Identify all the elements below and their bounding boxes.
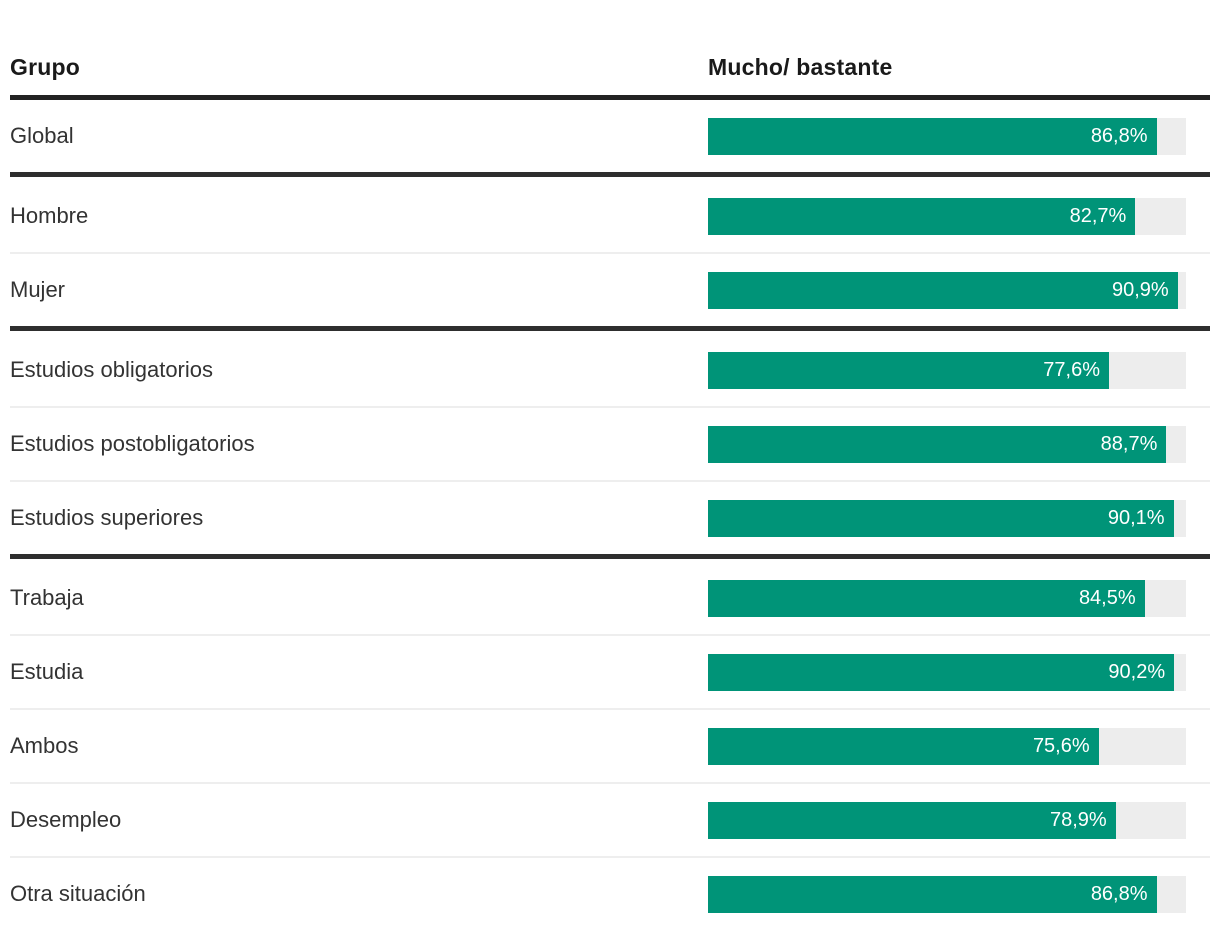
- bar-track: 90,2%: [708, 653, 1186, 691]
- bar-track: 75,6%: [708, 727, 1186, 765]
- row-label: Estudios superiores: [10, 505, 204, 530]
- bar-fill: 88,7%: [708, 425, 1167, 463]
- column-header-mucho-bastante: Mucho/ bastante: [708, 54, 893, 80]
- bar-track: 82,7%: [708, 197, 1186, 235]
- row-label: Otra situación: [10, 881, 146, 906]
- bar-value-label: 88,7%: [1100, 432, 1158, 455]
- row-group: Hombre 82,7% Mujer 90,9%: [10, 180, 1210, 331]
- row-group: Trabaja 84,5% Estudia 90,2% Ambos 75,6% …: [10, 562, 1210, 930]
- bar-value-label: 75,6%: [1032, 734, 1090, 757]
- row-label: Hombre: [10, 203, 89, 228]
- bar-value-label: 90,9%: [1112, 278, 1169, 301]
- table-row: Global 86,8%: [10, 100, 1210, 177]
- row-label: Estudios obligatorios: [10, 357, 214, 382]
- bar-fill: 75,6%: [708, 727, 1099, 765]
- bar-fill: 82,7%: [708, 197, 1136, 235]
- bar-track: 86,8%: [708, 875, 1186, 913]
- table: Grupo Mucho/ bastante Global 86,8% Hombr…: [10, 0, 1210, 930]
- table-body: Global 86,8% Hombre 82,7% Mujer 90,9% Es…: [10, 100, 1210, 930]
- column-header-grupo: Grupo: [10, 54, 80, 80]
- row-label: Ambos: [10, 733, 79, 758]
- bar-value-label: 78,9%: [1050, 808, 1107, 831]
- table-row: Estudios superiores 90,1%: [10, 482, 1210, 559]
- bar-value-label: 86,8%: [1090, 882, 1148, 905]
- row-label: Desempleo: [10, 807, 122, 832]
- bar-fill: 90,9%: [708, 271, 1178, 309]
- row-label: Trabaja: [10, 585, 84, 610]
- table-row: Estudios obligatorios 77,6%: [10, 334, 1210, 408]
- bar-track: 78,9%: [708, 801, 1186, 839]
- table-row: Otra situación 86,8%: [10, 858, 1210, 930]
- bar-track: 88,7%: [708, 425, 1186, 463]
- bar-fill: 90,2%: [708, 653, 1175, 691]
- table-row: Hombre 82,7%: [10, 180, 1210, 254]
- bar-value-label: 77,6%: [1043, 358, 1100, 381]
- row-label: Mujer: [10, 277, 66, 302]
- bar-value-label: 82,7%: [1069, 204, 1127, 227]
- bar-value-label: 86,8%: [1090, 124, 1148, 147]
- bar-fill: 86,8%: [708, 875, 1157, 913]
- row-group: Global 86,8%: [10, 100, 1210, 177]
- bar-value-label: 84,5%: [1078, 586, 1136, 609]
- table-row: Estudia 90,2%: [10, 636, 1210, 710]
- bar-value-label: 90,2%: [1108, 660, 1166, 683]
- bar-track: 84,5%: [708, 579, 1186, 617]
- row-group: Estudios obligatorios 77,6% Estudios pos…: [10, 334, 1210, 559]
- bar-track: 90,1%: [708, 499, 1186, 537]
- table-row: Ambos 75,6%: [10, 710, 1210, 784]
- bar-track: 86,8%: [708, 117, 1186, 155]
- bar-fill: 77,6%: [708, 351, 1109, 389]
- bar-fill: 84,5%: [708, 579, 1145, 617]
- table-row: Mujer 90,9%: [10, 254, 1210, 331]
- table-row: Estudios postobligatorios 88,7%: [10, 408, 1210, 482]
- bar-fill: 78,9%: [708, 801, 1116, 839]
- table-header-row: Grupo Mucho/ bastante: [10, 0, 1210, 100]
- bar-value-label: 90,1%: [1107, 506, 1165, 529]
- bar-track: 90,9%: [708, 271, 1186, 309]
- bar-fill: 90,1%: [708, 499, 1174, 537]
- bar-fill: 86,8%: [708, 117, 1157, 155]
- row-label: Estudia: [10, 659, 84, 684]
- row-label: Global: [10, 123, 74, 148]
- table-row: Desempleo 78,9%: [10, 784, 1210, 858]
- bar-track: 77,6%: [708, 351, 1186, 389]
- table-row: Trabaja 84,5%: [10, 562, 1210, 636]
- row-label: Estudios postobligatorios: [10, 431, 255, 456]
